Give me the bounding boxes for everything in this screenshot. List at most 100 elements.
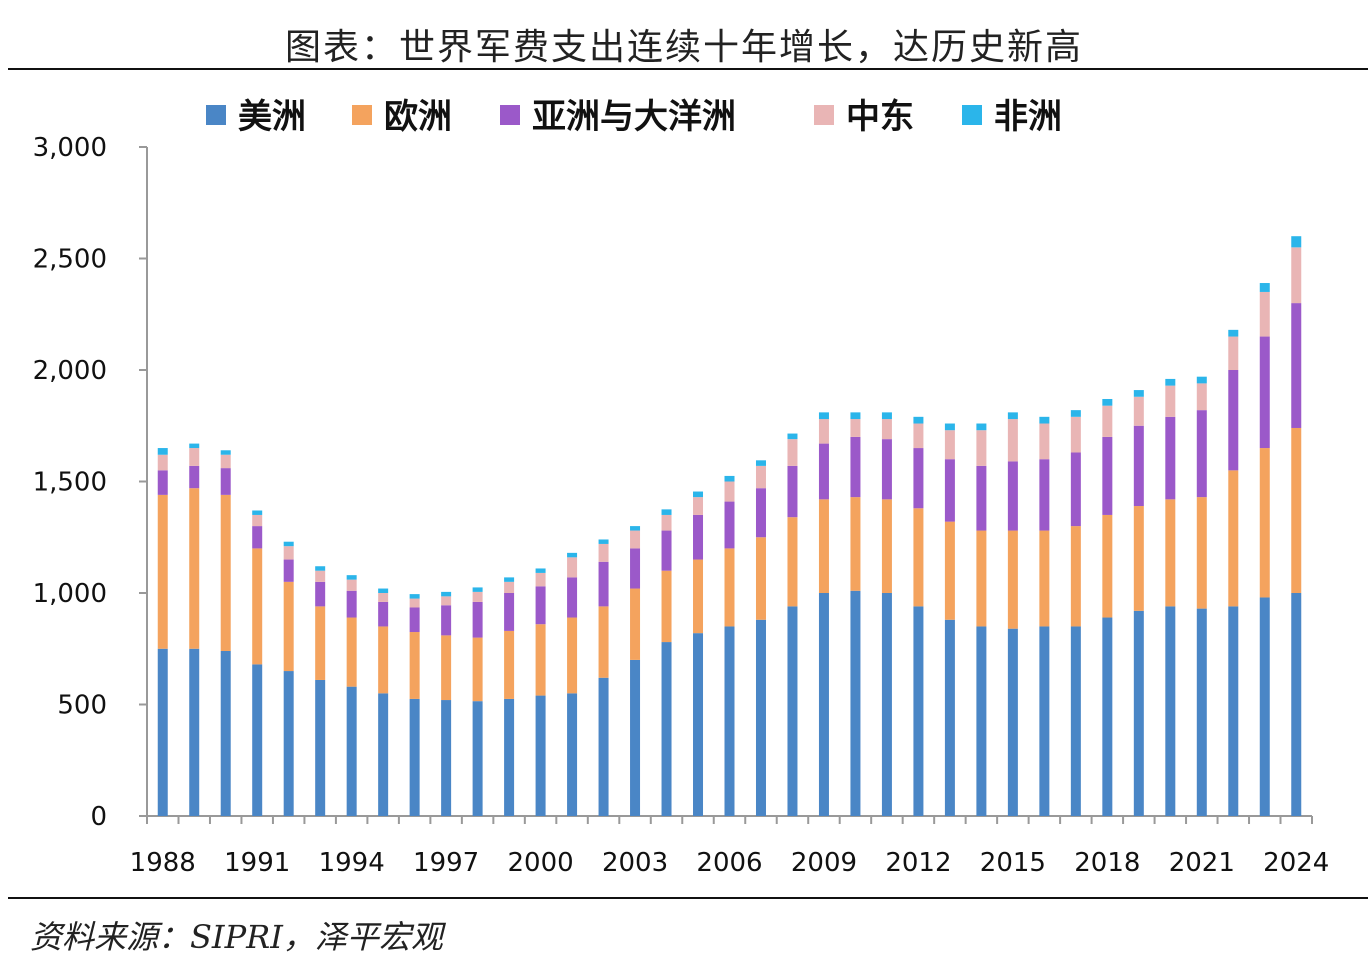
bar-segment — [976, 626, 987, 816]
chart-legend: 美洲 欧洲 亚洲与大洋洲 中东 非洲 — [206, 97, 1062, 137]
bar-segment — [850, 412, 861, 420]
bar-segment — [1196, 608, 1207, 816]
bar-segment — [252, 514, 263, 527]
stacked-bar-chart: 美洲 欧洲 亚洲与大洋洲 中东 非洲 0 500 1,000 1,500 2,000 2,500 3… — [33, 97, 1330, 878]
bar-segment — [441, 591, 452, 597]
bar-segment — [283, 559, 294, 582]
bar-segment — [1102, 405, 1113, 437]
bar-segment — [189, 488, 200, 649]
bar-segment — [1007, 530, 1018, 629]
bar-segment — [1228, 606, 1239, 816]
bar-segment — [1039, 416, 1050, 424]
bar-segment — [1007, 419, 1018, 462]
bar-segment — [661, 642, 672, 816]
bar-segment — [409, 594, 420, 599]
bar-segment — [724, 501, 735, 549]
bar-segment — [630, 530, 641, 549]
bar-segment — [220, 450, 231, 455]
bar-segment — [1102, 617, 1113, 816]
bar-segment — [598, 539, 609, 544]
bar-segment — [189, 443, 200, 449]
bar-segment — [220, 468, 231, 495]
bar-segment — [567, 577, 578, 618]
legend-swatch — [962, 105, 982, 125]
bar-segment — [472, 601, 483, 638]
bar-segment — [598, 677, 609, 816]
bar-segment — [220, 454, 231, 469]
bar-segment — [1291, 303, 1302, 428]
bar-segment — [944, 430, 955, 460]
bar-segment — [818, 499, 829, 593]
legend-swatch — [352, 105, 372, 125]
bar-segment — [378, 588, 389, 593]
chart-title: 图表：世界军费支出连续十年增长，达历史新高 — [284, 27, 1083, 68]
chart-axes: 0 500 1,000 1,500 2,000 2,500 3,000 1988 1991 199… — [33, 133, 1330, 878]
bar-segment — [1291, 236, 1302, 248]
bar-segment — [189, 448, 200, 466]
bar-segment — [913, 606, 924, 816]
bar-segment — [1196, 410, 1207, 498]
bar-segment — [504, 577, 515, 582]
chart-bars — [157, 236, 1302, 816]
bar-segment — [724, 475, 735, 482]
bar-segment — [1228, 336, 1239, 370]
bar-segment — [1291, 593, 1302, 816]
bar-segment — [409, 598, 420, 608]
bar-segment — [504, 698, 515, 816]
bar-segment — [157, 470, 168, 495]
bar-segment — [1007, 628, 1018, 816]
bar-segment — [1259, 448, 1270, 598]
bar-segment — [409, 632, 420, 699]
bar-segment — [252, 510, 263, 515]
bar-segment — [378, 601, 389, 627]
source-note: 资料来源：SIPRI，泽平宏观 — [30, 918, 443, 956]
bar-segment — [630, 548, 641, 589]
bar-segment — [724, 626, 735, 816]
bar-segment — [693, 514, 704, 560]
bar-segment — [630, 588, 641, 660]
bar-segment — [157, 494, 168, 649]
bar-segment — [346, 686, 357, 816]
y-tick-label: 0 — [90, 802, 107, 832]
bar-segment — [220, 650, 231, 816]
x-tick-label: 2015 — [980, 848, 1046, 878]
bar-segment — [472, 701, 483, 816]
bar-segment — [315, 570, 326, 582]
bar-segment — [283, 671, 294, 816]
bar-segment — [220, 494, 231, 651]
bar-segment — [630, 659, 641, 816]
bar-segment — [1102, 398, 1113, 406]
bar-segment — [378, 626, 389, 694]
legend-label: 欧洲 — [384, 97, 452, 137]
bar-segment — [755, 619, 766, 816]
bar-segment — [1070, 452, 1081, 527]
bar-segment — [850, 497, 861, 591]
bar-segment — [1070, 416, 1081, 453]
bar-segment — [189, 648, 200, 816]
bar-segment — [598, 543, 609, 562]
bar-segment — [1291, 427, 1302, 593]
top-divider — [8, 68, 1368, 70]
y-tick-label: 1,500 — [33, 468, 107, 498]
bar-segment — [724, 548, 735, 627]
legend-label: 中东 — [846, 97, 914, 137]
bar-segment — [1165, 606, 1176, 816]
bar-segment — [252, 548, 263, 665]
bar-segment — [157, 454, 168, 471]
y-tick-label: 2,500 — [33, 245, 107, 275]
bar-segment — [693, 497, 704, 515]
bar-segment — [1165, 416, 1176, 500]
bar-segment — [567, 617, 578, 694]
x-tick-label: 2000 — [507, 848, 573, 878]
bar-segment — [944, 459, 955, 522]
bar-segment — [315, 679, 326, 816]
bar-segment — [1133, 506, 1144, 611]
bar-segment — [1165, 385, 1176, 417]
bar-segment — [1259, 283, 1270, 292]
bar-segment — [1070, 410, 1081, 417]
bar-segment — [157, 648, 168, 816]
bar-segment — [661, 509, 672, 515]
bar-segment — [1007, 461, 1018, 531]
bar-segment — [1291, 247, 1302, 304]
legend-swatch — [500, 105, 520, 125]
